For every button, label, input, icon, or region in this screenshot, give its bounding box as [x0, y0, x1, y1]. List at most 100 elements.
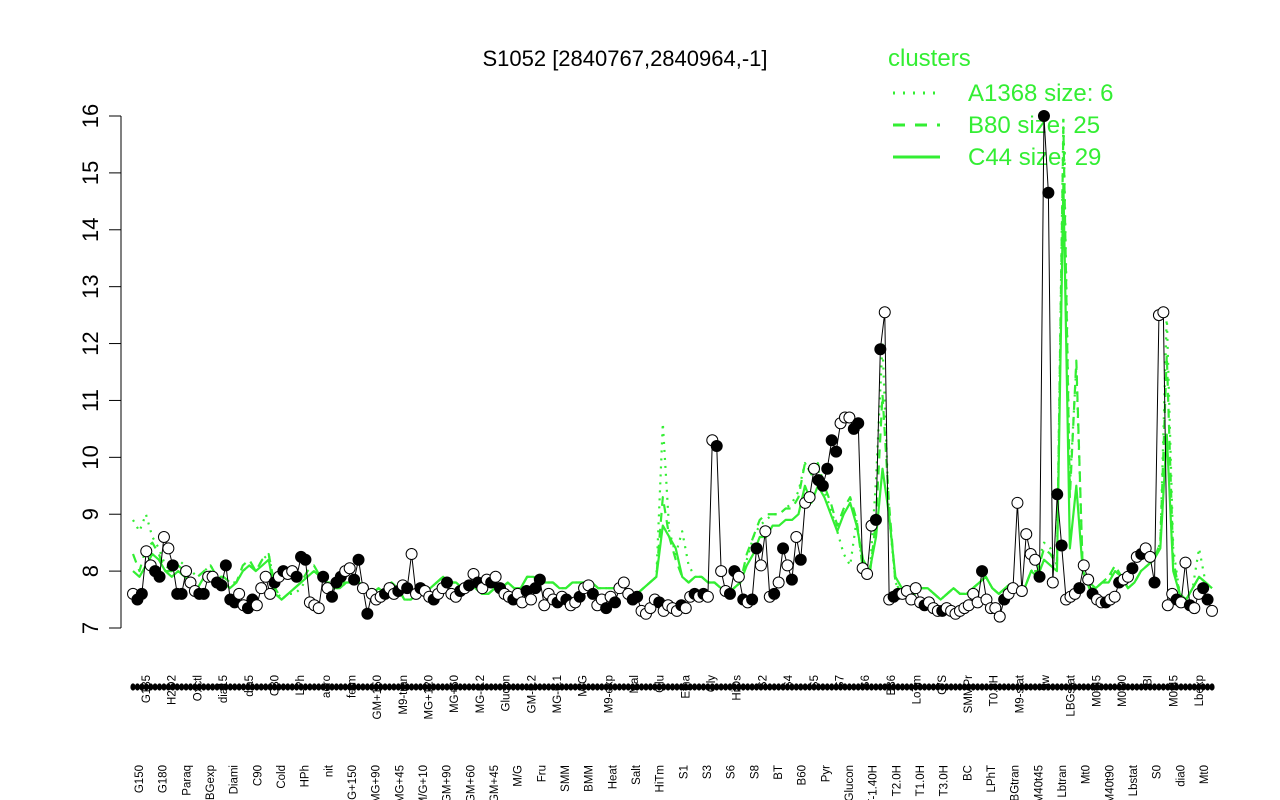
data-point: [1073, 582, 1086, 595]
rug-marker: [240, 683, 247, 691]
x-tick-label-bottom: GM+90: [442, 765, 454, 800]
rug-marker: [165, 683, 171, 691]
x-tick-label-top: C30: [269, 675, 281, 696]
data-point: [1042, 186, 1055, 199]
rug-marker: [749, 683, 755, 691]
rug-marker: [554, 683, 561, 691]
rug-marker: [1063, 683, 1069, 691]
rug-marker: [179, 683, 185, 691]
x-tick-label-top: MG-0.1: [552, 675, 564, 713]
rug-marker: [837, 683, 844, 691]
rug-marker: [369, 683, 375, 691]
x-tick-label-bottom: B60: [797, 765, 809, 785]
data-point: [255, 582, 268, 595]
x-tick-label-top: ferm: [346, 675, 358, 698]
rug-marker: [470, 683, 477, 691]
rug-marker: [1182, 683, 1189, 691]
rug-marker: [983, 683, 990, 691]
data-point: [166, 559, 179, 572]
rug-marker: [1067, 683, 1074, 691]
x-tick-label-bottom: G150: [134, 765, 146, 793]
rug-marker: [1120, 683, 1127, 691]
rug-marker: [1134, 683, 1140, 691]
rug-marker: [316, 683, 322, 691]
x-tick-label-bottom: S0: [1152, 765, 1164, 779]
rug-marker: [386, 683, 393, 691]
rug-marker: [581, 683, 587, 691]
x-tick-label-top: M9-tran: [398, 675, 410, 715]
data-point: [299, 553, 312, 566]
x-tick-label-top: Mal: [629, 675, 641, 694]
rug-marker: [1081, 683, 1087, 691]
rug-marker: [882, 683, 888, 691]
x-tick-label-bottom: BT: [773, 765, 785, 780]
rug-marker: [559, 683, 565, 691]
rug-marker: [479, 683, 485, 691]
rug-marker: [475, 683, 481, 691]
data-point: [715, 565, 728, 578]
rug-marker: [740, 683, 746, 691]
data-point: [233, 587, 246, 600]
rug-marker: [652, 683, 658, 691]
rug-marker: [833, 683, 839, 691]
data-point: [723, 587, 736, 600]
rug-marker: [952, 683, 959, 691]
rug-marker: [519, 683, 525, 691]
rug-marker: [612, 683, 618, 691]
data-point: [710, 439, 723, 452]
rug-marker: [718, 683, 724, 691]
rug-marker: [1001, 683, 1007, 691]
x-tick-label-bottom: Fru: [536, 765, 548, 782]
rug-marker: [700, 683, 707, 691]
data-point: [1148, 576, 1161, 589]
data-point: [1029, 553, 1042, 566]
rug-marker: [161, 683, 167, 691]
x-tick-label-bottom: M/G: [513, 765, 525, 787]
rug-marker: [966, 683, 972, 691]
rug-marker: [802, 683, 808, 691]
rug-marker: [992, 683, 998, 691]
rug-marker: [851, 683, 857, 691]
data-point: [361, 607, 374, 620]
x-tick-label-bottom: S6: [726, 765, 738, 779]
rug-marker: [1019, 683, 1025, 691]
rug-marker: [294, 683, 300, 691]
data-point: [162, 542, 175, 555]
rug-marker: [621, 683, 627, 691]
rug-marker: [820, 683, 826, 691]
data-point: [1144, 550, 1157, 563]
y-tick-label: 7: [78, 622, 103, 634]
rug-marker: [378, 683, 384, 691]
rug-marker: [1204, 683, 1211, 691]
rug-marker: [404, 683, 410, 691]
rug-marker: [1147, 683, 1153, 691]
y-axis: 7 8 9 10 11 12 13 14 15 16: [78, 104, 122, 634]
data-point: [617, 576, 630, 589]
rug-marker: [705, 683, 711, 691]
rug-marker: [1103, 683, 1109, 691]
rug-marker: [868, 683, 875, 691]
rug-marker: [793, 683, 799, 691]
x-tick-label-top: S7: [834, 675, 846, 689]
data-point: [754, 559, 767, 572]
x-tick-label-bottom: Pyr: [820, 765, 832, 782]
rug-marker: [846, 683, 852, 691]
x-tick-label-bottom: nit: [323, 764, 335, 777]
data-point: [140, 545, 153, 558]
rug-marker: [811, 683, 817, 691]
rug-marker: [249, 683, 255, 691]
rug-marker: [515, 683, 521, 691]
x-tick-label-bottom: Salt: [631, 764, 643, 785]
data-point: [1020, 528, 1033, 541]
x-tick-label-top: SMMPr: [963, 675, 975, 714]
rug-marker: [1196, 683, 1202, 691]
x-tick-label-top: GM-0.2: [526, 675, 538, 713]
data-point: [701, 590, 714, 603]
rug-marker: [227, 683, 233, 691]
rug-marker: [236, 683, 242, 691]
rug-marker: [174, 683, 180, 691]
rug-marker: [692, 683, 698, 691]
rug-marker: [873, 683, 879, 691]
data-point: [312, 602, 325, 615]
rug-marker: [1076, 683, 1082, 691]
